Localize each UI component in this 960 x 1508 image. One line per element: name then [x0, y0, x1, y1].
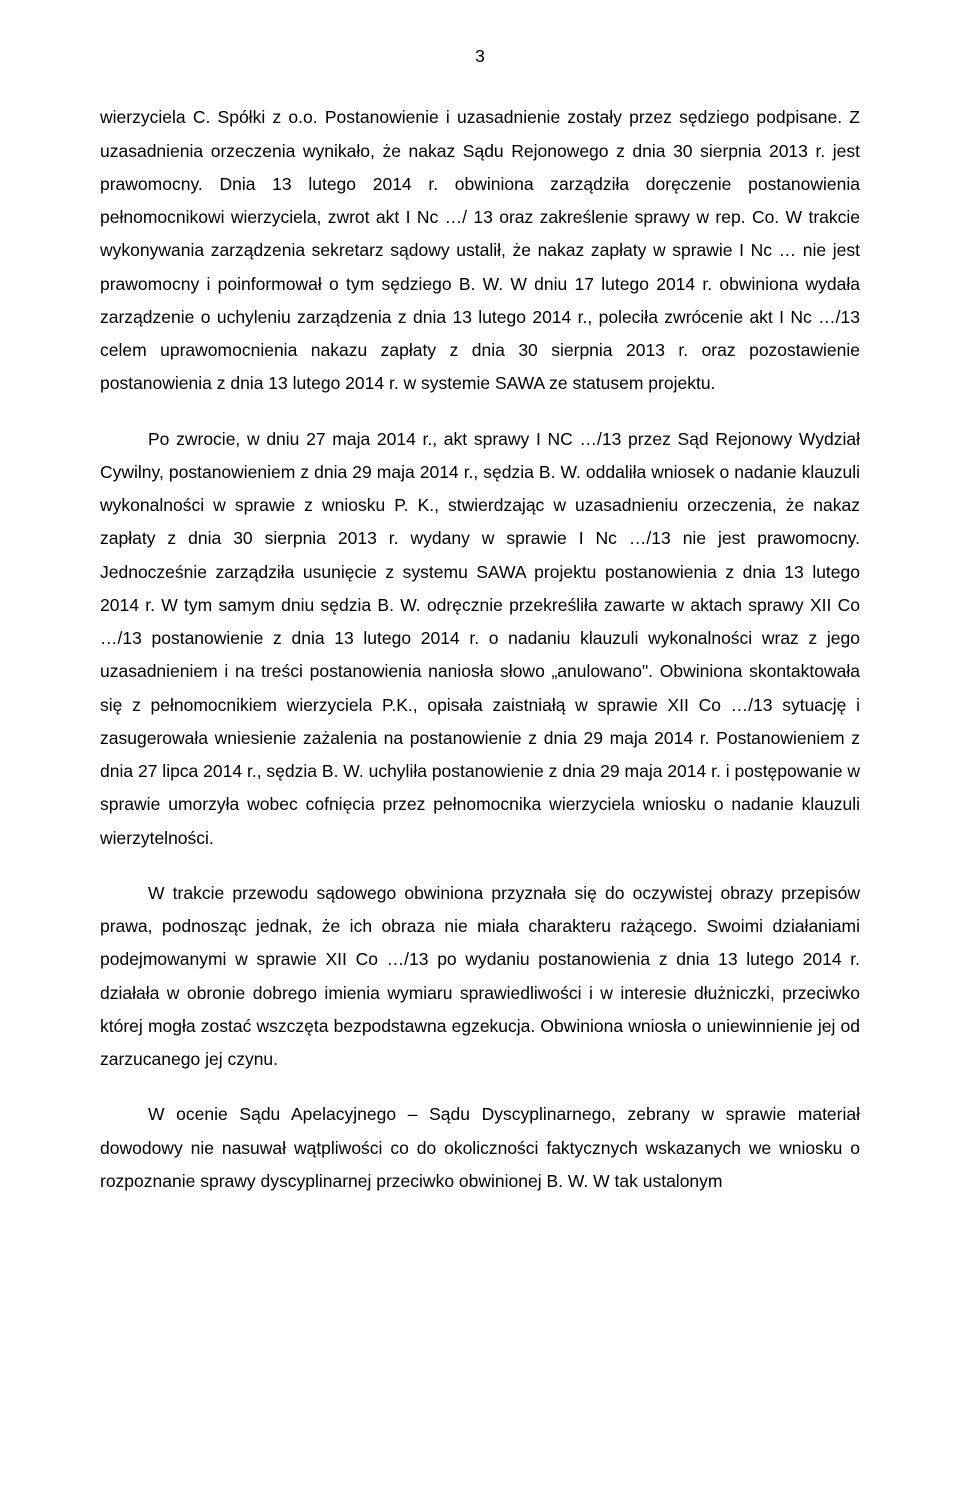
page-number: 3	[100, 40, 860, 73]
paragraph-4: W ocenie Sądu Apelacyjnego – Sądu Dyscyp…	[100, 1098, 860, 1198]
paragraph-2: Po zwrocie, w dniu 27 maja 2014 r., akt …	[100, 423, 860, 855]
document-page: 3 wierzyciela C. Spółki z o.o. Postanowi…	[0, 0, 960, 1508]
paragraph-1: wierzyciela C. Spółki z o.o. Postanowien…	[100, 101, 860, 400]
paragraph-3: W trakcie przewodu sądowego obwiniona pr…	[100, 877, 860, 1077]
